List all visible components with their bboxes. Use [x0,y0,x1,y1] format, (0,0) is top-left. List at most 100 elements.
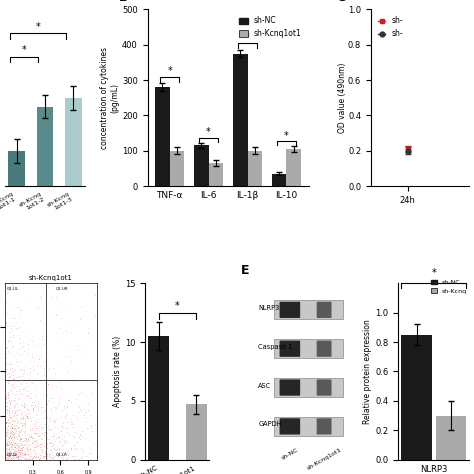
Point [30,438,38,445]
Point [14,453,21,460]
Point [1,308,9,316]
Point [12,374,19,381]
Point [91,439,98,447]
Point [72,345,80,353]
Point [73,371,81,378]
Point [36,292,44,300]
Point [52,415,59,423]
Point [7,439,14,447]
Point [4,419,12,427]
Point [20,449,28,457]
Point [6,411,13,419]
Point [13,419,21,427]
Point [1,419,9,426]
Point [84,407,92,414]
Point [19,338,27,346]
Point [36,356,43,363]
Point [31,392,38,400]
Point [38,446,46,453]
Point [18,441,26,449]
Point [14,448,21,456]
Point [38,423,46,430]
Point [22,456,30,463]
Point [5,398,12,406]
Point [87,449,95,456]
Point [93,453,101,460]
Point [6,365,14,373]
Point [26,426,34,433]
Point [18,410,26,418]
Point [9,444,16,451]
Point [9,446,17,453]
Point [14,451,22,458]
Point [34,433,42,440]
Point [9,451,17,458]
Point [68,398,75,406]
Point [9,455,17,462]
Point [5,444,13,452]
Point [28,337,36,345]
Point [11,393,18,401]
Point [38,403,46,410]
Point [5,393,12,401]
Point [13,450,20,457]
Point [85,337,92,345]
Point [7,448,15,456]
Point [7,434,15,442]
Point [23,413,30,420]
Point [30,417,37,425]
Point [8,443,15,450]
Point [10,432,18,440]
Point [49,442,56,449]
Point [45,397,53,404]
Point [11,417,19,425]
Point [46,452,53,459]
Point [55,379,63,386]
Point [31,443,39,451]
Point [29,398,36,405]
Point [13,399,21,407]
Point [21,417,28,424]
Point [57,422,65,429]
Point [5,445,12,452]
Point [1,297,9,305]
Point [2,431,9,438]
Point [34,449,42,457]
Point [11,421,18,428]
Point [38,429,46,437]
Point [9,314,16,322]
Point [34,454,42,461]
Point [13,422,21,430]
Point [69,411,76,419]
Point [25,441,32,449]
Legend: sh-NC, sh-Kcnq: sh-NC, sh-Kcnq [428,277,470,296]
Point [2,419,10,426]
Point [25,375,32,383]
Point [70,434,77,441]
Point [40,453,48,460]
Point [3,456,10,463]
Point [4,433,12,440]
Point [33,409,41,417]
Point [64,456,71,463]
Point [56,451,64,458]
Point [70,447,78,454]
Point [1,402,9,410]
Point [21,451,29,459]
Point [10,429,18,437]
Point [14,358,22,365]
Point [14,428,21,435]
Point [48,293,56,301]
Point [4,279,12,287]
Point [11,443,18,451]
Point [1,415,9,422]
Point [8,396,15,404]
Point [5,434,13,441]
Point [93,439,101,447]
Point [18,408,26,416]
Point [3,447,11,454]
Point [9,407,16,415]
Point [63,454,71,462]
Point [12,279,19,287]
Point [18,410,25,418]
